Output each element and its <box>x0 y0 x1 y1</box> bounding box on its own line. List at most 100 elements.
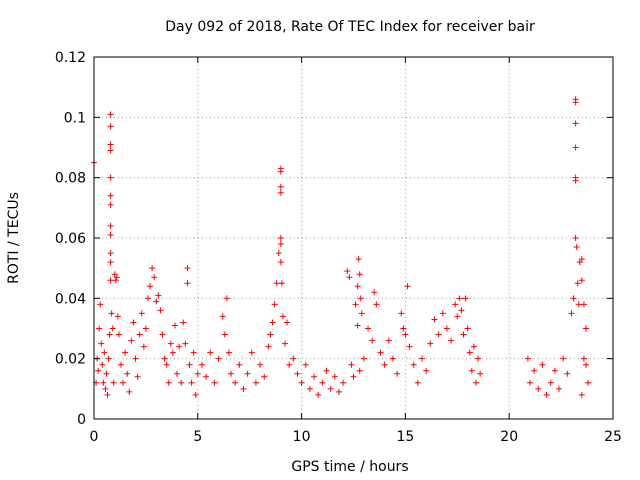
data-point <box>348 361 355 368</box>
data-point <box>198 361 205 368</box>
data-point <box>192 391 199 398</box>
chart-title: Day 092 of 2018, Rate Of TEC Index for r… <box>165 19 535 35</box>
data-point <box>277 168 284 175</box>
data-point <box>184 280 191 287</box>
data-point <box>107 250 114 257</box>
data-point <box>470 343 477 350</box>
data-point <box>356 367 363 374</box>
data-point <box>225 349 232 356</box>
data-point <box>100 379 107 386</box>
data-point <box>472 379 479 386</box>
data-point <box>419 355 426 362</box>
y-axis-label: ROTI / TECUs <box>6 192 22 284</box>
data-point <box>439 310 446 317</box>
data-point <box>107 141 114 148</box>
data-point <box>248 349 255 356</box>
data-point <box>107 147 114 154</box>
data-point <box>138 310 145 317</box>
data-point <box>357 295 364 302</box>
data-point <box>560 355 567 362</box>
data-point <box>140 343 147 350</box>
data-point <box>171 322 178 329</box>
data-point <box>252 379 259 386</box>
data-point <box>232 379 239 386</box>
data-point <box>151 274 158 281</box>
data-point <box>381 361 388 368</box>
data-point <box>113 274 120 281</box>
data-point <box>279 313 286 320</box>
data-point <box>130 319 137 326</box>
data-point <box>176 343 183 350</box>
data-point <box>277 183 284 190</box>
data-point <box>373 301 380 308</box>
data-point <box>458 307 465 314</box>
x-tick-label: 5 <box>193 429 202 445</box>
data-point <box>377 349 384 356</box>
data-point <box>165 379 172 386</box>
data-point <box>394 370 401 377</box>
data-point <box>105 355 112 362</box>
data-point <box>585 379 592 386</box>
data-point <box>207 349 214 356</box>
x-tick-label: 20 <box>500 429 518 445</box>
data-points <box>91 96 592 398</box>
data-point <box>186 361 193 368</box>
data-point <box>389 355 396 362</box>
data-point <box>107 222 114 229</box>
data-point <box>456 295 463 302</box>
data-point <box>190 349 197 356</box>
data-point <box>369 337 376 344</box>
data-point <box>350 373 357 380</box>
data-point <box>385 337 392 344</box>
data-point <box>107 192 114 199</box>
data-point <box>159 331 166 338</box>
data-point <box>96 325 103 332</box>
data-point <box>107 231 114 238</box>
data-point <box>277 189 284 196</box>
data-point <box>335 388 342 395</box>
data-point <box>452 301 459 308</box>
data-point <box>398 310 405 317</box>
data-point <box>275 250 282 257</box>
data-point <box>124 370 131 377</box>
data-point <box>244 370 251 377</box>
data-point <box>273 280 280 287</box>
data-point <box>354 322 361 329</box>
data-point <box>302 361 309 368</box>
data-point <box>104 391 111 398</box>
data-point <box>161 355 168 362</box>
data-point <box>466 349 473 356</box>
data-point <box>572 120 579 127</box>
data-point <box>354 283 361 290</box>
data-point <box>95 367 102 374</box>
data-point <box>194 370 201 377</box>
data-point <box>219 313 226 320</box>
x-tick-label: 0 <box>90 429 99 445</box>
data-point <box>578 391 585 398</box>
data-point <box>564 370 571 377</box>
data-point <box>107 123 114 130</box>
data-point <box>155 292 162 299</box>
data-point <box>223 295 230 302</box>
data-point <box>221 331 228 338</box>
data-point <box>404 283 411 290</box>
data-point <box>423 367 430 374</box>
data-point <box>290 355 297 362</box>
y-tick-label: 0.12 <box>55 50 86 66</box>
y-tick-label: 0.04 <box>55 291 86 307</box>
data-point <box>477 370 484 377</box>
data-point <box>460 331 467 338</box>
data-point <box>99 361 106 368</box>
x-axis-label: GPS time / hours <box>291 459 408 475</box>
data-point <box>126 388 133 395</box>
data-point <box>360 355 367 362</box>
data-point <box>188 379 195 386</box>
data-point <box>108 310 115 317</box>
data-point <box>269 319 276 326</box>
data-point <box>365 325 372 332</box>
data-point <box>323 367 330 374</box>
data-point <box>271 301 278 308</box>
data-point <box>111 271 118 278</box>
data-point <box>203 373 210 380</box>
